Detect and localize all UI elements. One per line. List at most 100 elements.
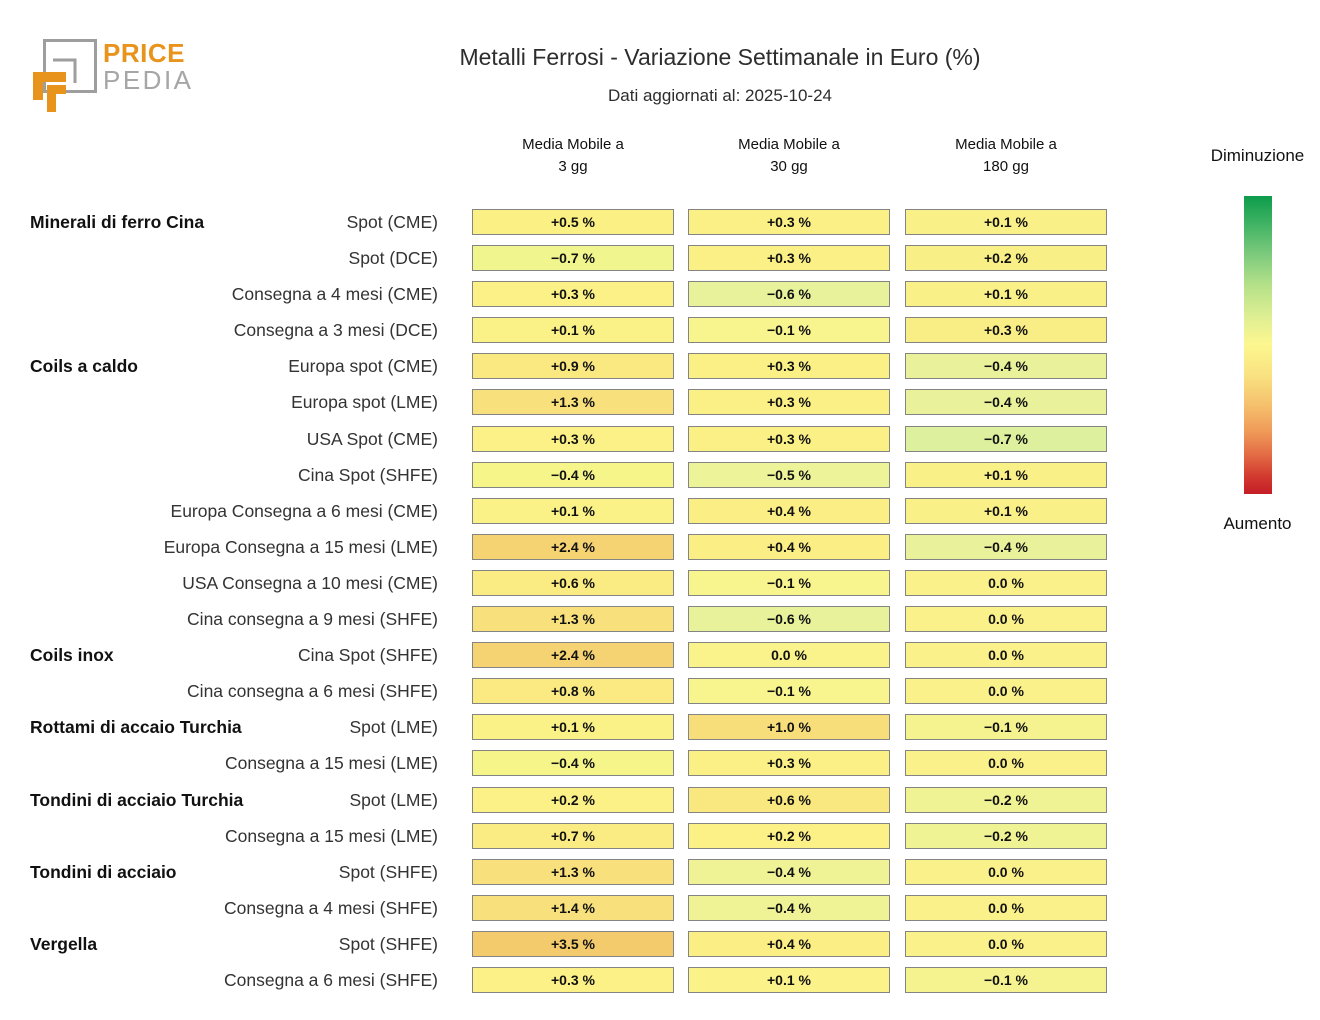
heatmap-cell: +1.0 %: [688, 714, 890, 741]
pricepedia-logo: PRICE PEDIA: [29, 34, 289, 119]
heatmap-cell: +0.9 %: [472, 353, 674, 380]
heatmap-cell: +0.1 %: [905, 281, 1107, 308]
heatmap-cell: +0.4 %: [688, 497, 890, 524]
heatmap-cell: −0.6 %: [688, 281, 890, 308]
group-label: Coils inox: [30, 645, 114, 666]
heatmap-cell: +0.3 %: [688, 353, 890, 380]
heatmap-cell: −0.6 %: [688, 606, 890, 633]
heatmap-cell: 0.0 %: [905, 894, 1107, 921]
chart-subtitle: Dati aggiornati al: 2025-10-24: [608, 86, 832, 105]
heatmap-cell: −0.2 %: [905, 786, 1107, 813]
row-label: Consegna a 6 mesi (SHFE): [224, 969, 438, 990]
row-label: Cina Spot (SHFE): [297, 645, 438, 666]
row-label: Europa Consegna a 6 mesi (CME): [170, 500, 438, 521]
heatmap-cell: +1.3 %: [472, 606, 674, 633]
pricepedia-logo-text: PRICE PEDIA: [103, 40, 194, 93]
heatmap-cell: +0.6 %: [472, 569, 674, 596]
legend-label-diminuzione: Diminuzione: [1210, 146, 1305, 165]
heatmap-cell: 0.0 %: [905, 606, 1107, 633]
heatmap-cell: −0.1 %: [905, 714, 1107, 741]
row-label: Spot (LME): [349, 789, 439, 810]
heatmap-cell: −0.5 %: [688, 461, 890, 488]
row-label: Spot (LME): [349, 717, 439, 738]
logo-brand-pedia: PEDIA: [103, 65, 194, 95]
logo-brand-price: PRICE: [103, 38, 185, 68]
row-label: Cina consegna a 6 mesi (SHFE): [187, 681, 438, 702]
heatmap-cell: −0.4 %: [472, 750, 674, 777]
heatmap-cell: +0.3 %: [688, 389, 890, 416]
row-label: Consegna a 4 mesi (CME): [231, 284, 438, 305]
row-label: USA Spot (CME): [306, 428, 438, 449]
row-label: Consegna a 4 mesi (SHFE): [224, 897, 438, 918]
row-label: Consegna a 15 mesi (LME): [224, 753, 438, 774]
group-label: Minerali di ferro Cina: [30, 212, 205, 232]
row-label: Europa spot (LME): [291, 392, 438, 413]
group-label: Rottami di accaio Turchia: [30, 717, 242, 738]
heatmap-cell: −0.1 %: [688, 569, 890, 596]
heatmap-cell: +0.5 %: [472, 209, 674, 235]
heatmap-cell: +0.3 %: [688, 750, 890, 777]
heatmap-cell: +0.6 %: [688, 786, 890, 813]
heatmap-cell: −0.1 %: [688, 317, 890, 344]
row-label: Spot (SHFE): [338, 933, 438, 954]
heatmap-cell: 0.0 %: [688, 642, 890, 669]
column-header: Media Mobile a 180 gg: [955, 136, 1057, 175]
heatmap-cell: −0.1 %: [905, 966, 1107, 993]
heatmap-cell: +0.3 %: [472, 281, 674, 308]
group-label: Tondini di acciaio Turchia: [30, 789, 244, 810]
heatmap-cell: −0.2 %: [905, 822, 1107, 849]
legend-label-aumento: Aumento: [1223, 514, 1292, 533]
heatmap-cell: +2.4 %: [472, 642, 674, 669]
heatmap-cell: +0.7 %: [472, 822, 674, 849]
row-label: Cina Spot (SHFE): [297, 464, 438, 485]
row-label: USA Consegna a 10 mesi (CME): [182, 572, 438, 593]
heatmap-cell: −0.4 %: [905, 389, 1107, 416]
heatmap-cell: 0.0 %: [905, 858, 1107, 885]
heatmap-cell: +0.3 %: [688, 245, 890, 272]
heatmap-cell: +1.3 %: [472, 858, 674, 885]
heatmap-cell: +3.5 %: [472, 930, 674, 957]
row-label: Consegna a 3 mesi (DCE): [233, 320, 438, 341]
row-label: Consegna a 15 mesi (LME): [224, 825, 438, 846]
heatmap-cell: +1.3 %: [472, 389, 674, 416]
heatmap-cell: +0.3 %: [472, 966, 674, 993]
chart-title: Metalli Ferrosi - Variazione Settimanale…: [459, 44, 981, 70]
heatmap-cell: +0.2 %: [905, 245, 1107, 272]
heatmap-cell: −0.1 %: [688, 678, 890, 705]
group-label: Tondini di acciaio: [30, 861, 177, 882]
column-header: Media Mobile a 30 gg: [738, 136, 840, 175]
heatmap-cell: −0.7 %: [472, 245, 674, 272]
heatmap-cell: +0.3 %: [905, 317, 1107, 344]
heatmap-cell: +0.1 %: [472, 317, 674, 344]
heatmap-cell: +0.3 %: [472, 425, 674, 452]
heatmap-cell: +2.4 %: [472, 533, 674, 560]
heatmap-cell: +0.3 %: [688, 209, 890, 235]
heatmap-cell: −0.7 %: [905, 425, 1107, 452]
heatmap-cell: +0.3 %: [688, 425, 890, 452]
heatmap-cell: +0.2 %: [472, 786, 674, 813]
pricepedia-logo-icon: [33, 39, 97, 112]
heatmap-cell: 0.0 %: [905, 569, 1107, 596]
row-label: Spot (DCE): [348, 248, 438, 269]
heatmap-cell: +0.1 %: [688, 966, 890, 993]
heatmap-cell: −0.4 %: [472, 461, 674, 488]
heatmap-cell: +0.1 %: [472, 714, 674, 741]
heatmap-cell: −0.4 %: [905, 353, 1107, 380]
heatmap-cell: −0.4 %: [688, 894, 890, 921]
heatmap-cell: −0.4 %: [905, 533, 1107, 560]
group-label: Coils a caldo: [30, 356, 138, 377]
heatmap-cell: 0.0 %: [905, 930, 1107, 957]
heatmap-cell: +0.4 %: [688, 930, 890, 957]
row-label: Spot (SHFE): [338, 861, 438, 882]
heatmap-cell: 0.0 %: [905, 750, 1107, 777]
heatmap-cell: +0.1 %: [905, 497, 1107, 524]
heatmap-cell: +0.8 %: [472, 678, 674, 705]
row-label: Europa spot (CME): [288, 356, 438, 377]
heatmap-cell: 0.0 %: [905, 642, 1107, 669]
heatmap-cell: +1.4 %: [472, 894, 674, 921]
heatmap-cell: +0.1 %: [905, 209, 1107, 235]
row-label: Europa Consegna a 15 mesi (LME): [163, 536, 438, 557]
group-label: Vergella: [30, 933, 98, 954]
